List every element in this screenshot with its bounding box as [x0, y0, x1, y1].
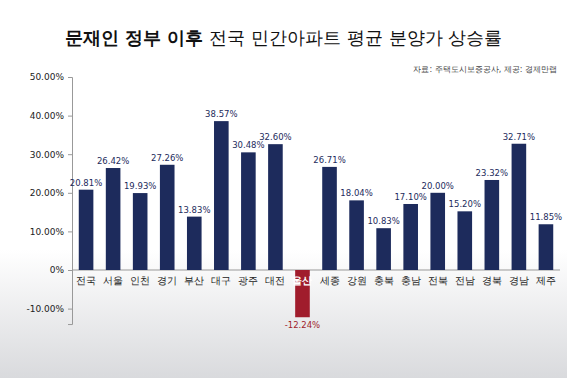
x-tick: 제주: [536, 275, 556, 286]
y-tick-label: 50.00%: [30, 72, 65, 82]
y-tick: 10.00%: [30, 227, 72, 237]
bar: [133, 193, 148, 270]
y-tick-label: 0%: [50, 265, 65, 275]
x-tick-label: 충북: [374, 275, 394, 286]
data-labels: 20.81%26.42%19.93%27.26%13.83%38.57%30.4…: [70, 109, 562, 330]
y-tick-mark: [68, 116, 72, 117]
data-label: 20.00%: [422, 181, 454, 191]
bar: [539, 224, 554, 270]
x-tick-label: 서울: [103, 275, 123, 286]
bars: [79, 121, 553, 317]
data-label: 23.32%: [476, 168, 508, 178]
y-tick: 0%: [50, 265, 72, 275]
x-tick: 부산: [184, 275, 204, 286]
y-tick: 40.00%: [30, 111, 72, 121]
bar: [322, 167, 337, 270]
y-tick-mark: [68, 193, 72, 194]
x-tick: 경남: [509, 275, 529, 286]
data-label: 10.83%: [367, 216, 399, 226]
x-tick-label: 대구: [211, 275, 231, 286]
x-tick: 충남: [401, 275, 421, 286]
data-label: 18.04%: [340, 188, 372, 198]
data-label: 26.42%: [97, 156, 129, 166]
x-tick-label: 경기: [157, 275, 177, 286]
x-tick: 전남: [455, 275, 475, 286]
x-tick: 전국: [76, 275, 96, 286]
bar: [106, 168, 121, 270]
x-tick-label: 제주: [536, 275, 556, 286]
data-label: 13.83%: [178, 205, 210, 215]
y-tick-label: 40.00%: [30, 111, 65, 121]
chart: 문재인 정부 이후 전국 민간아파트 평균 분양가 상승률자료: 주택도시보증공…: [0, 0, 567, 378]
x-tick: 광주: [238, 275, 258, 286]
x-tick: 전북: [428, 275, 448, 286]
x-tick: 충북: [374, 275, 394, 286]
x-tick: 강원: [347, 275, 367, 286]
title: 문재인 정부 이후 전국 민간아파트 평균 분양가 상승률: [65, 27, 503, 48]
x-axis: 전국 서울 인천 경기 부산 대구 광주 대전 울산 세종 강원 충북 충남 전북 전남 경북 경남 제주: [76, 275, 556, 286]
data-label: 38.57%: [205, 109, 237, 119]
bar: [376, 228, 391, 270]
y-tick-mark: [68, 309, 72, 310]
y-tick-label: 30.00%: [30, 150, 65, 160]
x-tick: 인천: [130, 275, 150, 286]
x-tick-label: 전국: [76, 275, 96, 286]
bar: [430, 193, 445, 270]
data-label: 32.71%: [503, 132, 535, 142]
x-tick-label: 부산: [184, 275, 204, 286]
data-label: -12.24%: [285, 320, 320, 330]
bar: [187, 217, 202, 270]
bar: [241, 152, 256, 270]
data-label: 32.60%: [259, 132, 291, 142]
bar: [512, 144, 527, 270]
x-tick-label: 충남: [401, 275, 421, 286]
x-tick-label: 울산: [292, 275, 312, 286]
x-tick-label: 전남: [455, 275, 475, 286]
bar: [403, 204, 418, 270]
y-tick: 50.00%: [30, 72, 72, 82]
bar: [160, 165, 175, 270]
x-tick-label: 광주: [238, 275, 258, 286]
x-tick: 대구: [211, 275, 231, 286]
source-note: 자료: 주택도시보증공사, 제공: 경제만랩: [413, 65, 557, 74]
data-label: 17.10%: [394, 192, 426, 202]
bar: [214, 121, 229, 270]
data-label: 26.71%: [313, 155, 345, 165]
x-tick-label: 경북: [482, 275, 502, 286]
y-tick-mark: [68, 154, 72, 155]
bar: [268, 144, 283, 270]
y-tick-mark: [68, 77, 72, 78]
x-tick: 경북: [482, 275, 502, 286]
data-label: 15.20%: [449, 199, 481, 209]
y-tick-mark: [68, 231, 72, 232]
y-tick-label: -10.00%: [26, 304, 64, 314]
x-tick-label: 인천: [130, 275, 150, 286]
y-tick: -10.00%: [26, 304, 72, 314]
x-tick: 경기: [157, 275, 177, 286]
x-tick-label: 전북: [428, 275, 448, 286]
data-label: 27.26%: [151, 153, 183, 163]
x-tick: 서울: [103, 275, 123, 286]
bar: [457, 211, 472, 270]
y-tick: 30.00%: [30, 150, 72, 160]
data-label: 19.93%: [124, 181, 156, 191]
x-tick-label: 세종: [320, 275, 340, 286]
data-label: 20.81%: [70, 178, 102, 188]
y-axis: -10.00% 0% 10.00% 20.00% 30.00% 40.00% 50.00%: [26, 72, 72, 324]
y-tick: 20.00%: [30, 188, 72, 198]
y-tick-mark: [68, 270, 72, 271]
bar: [485, 180, 500, 270]
x-tick-label: 경남: [509, 275, 529, 286]
x-tick: 울산: [292, 275, 312, 286]
x-tick-label: 대전: [265, 275, 285, 286]
y-axis-line: [68, 78, 73, 325]
bar: [79, 190, 94, 270]
y-tick-label: 20.00%: [30, 188, 65, 198]
x-tick: 세종: [320, 275, 340, 286]
bar: [349, 200, 364, 270]
x-tick: 대전: [265, 275, 285, 286]
x-tick-label: 강원: [347, 275, 367, 286]
data-label: 11.85%: [530, 212, 562, 222]
y-tick-label: 10.00%: [30, 227, 65, 237]
